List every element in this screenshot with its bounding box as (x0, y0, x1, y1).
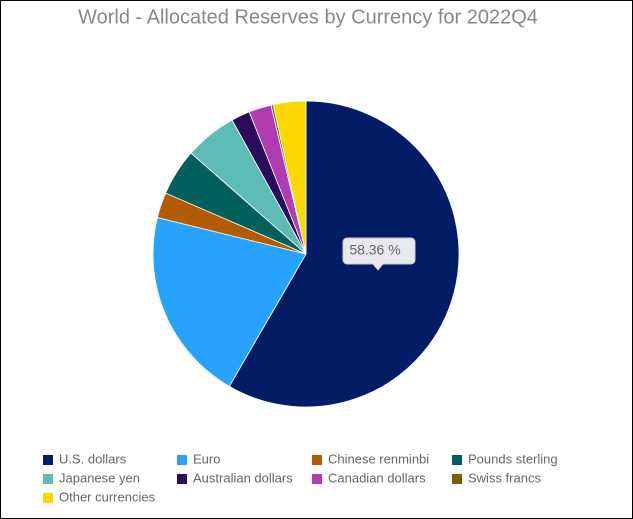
legend-swatch (177, 455, 187, 465)
legend-swatch (452, 474, 462, 484)
legend-label: Canadian dollars (328, 470, 426, 485)
pie-slice (272, 100, 307, 255)
legend-label: Euro (193, 451, 220, 466)
legend-swatch (43, 493, 53, 503)
legend-label: Swiss francs (468, 470, 541, 485)
legend-label: U.S. dollars (59, 451, 127, 466)
legend-label: Japanese yen (59, 470, 140, 485)
tooltip-box (342, 237, 416, 271)
legend-label: Other currencies (59, 489, 156, 504)
legend: U.S. dollars Euro Chinese renminbi Pounds s… (43, 451, 558, 504)
legend-swatch (452, 455, 462, 465)
legend-swatch (43, 455, 53, 465)
chart-title: World - Allocated Reserves by Currency f… (78, 6, 538, 28)
legend-label: Chinese renminbi (328, 451, 429, 466)
legend-swatch (177, 474, 187, 484)
legend-swatch (312, 455, 322, 465)
tooltip-text: 58.36 % (349, 242, 400, 258)
pie-slice (152, 217, 307, 387)
legend-swatch (43, 474, 53, 484)
legend-swatch (312, 474, 322, 484)
legend-label: Australian dollars (193, 470, 293, 485)
tooltip: 58.36 % (342, 237, 416, 271)
legend-label: Pounds sterling (468, 451, 558, 466)
